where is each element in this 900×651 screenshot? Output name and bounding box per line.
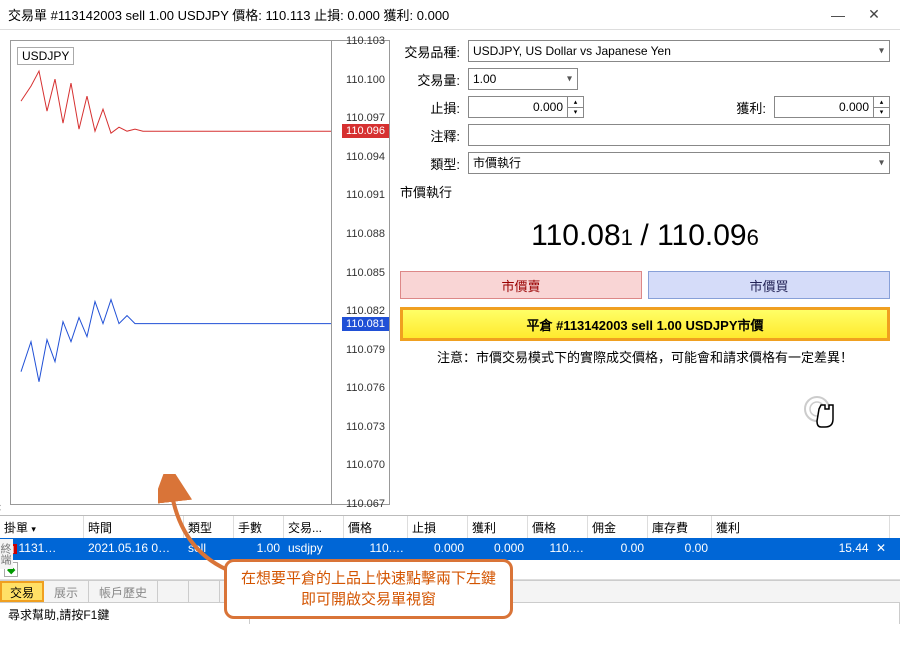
tp-spinner[interactable]: ▴▾ — [874, 96, 890, 118]
chart-blue-series — [21, 300, 331, 382]
minimize-button[interactable]: — — [820, 7, 856, 23]
col-header[interactable]: 手數 — [234, 516, 284, 538]
col-header[interactable]: 價格 — [528, 516, 588, 538]
sl-input[interactable] — [468, 96, 568, 118]
tp-input[interactable] — [774, 96, 874, 118]
terminal-tab-label[interactable]: 終端 — [0, 539, 13, 569]
chart-red-series — [21, 71, 331, 133]
tab[interactable]: 交易 — [0, 581, 44, 602]
axis-tick: 110.100 — [346, 74, 385, 86]
market-sell-button[interactable]: 市價賣 — [400, 271, 642, 299]
sl-label: 止損: — [400, 98, 468, 117]
comment-input[interactable] — [468, 124, 890, 146]
col-header[interactable]: 時間 — [84, 516, 184, 538]
comment-label: 注釋: — [400, 126, 468, 145]
axis-tick: 110.070 — [346, 459, 385, 471]
price-display: 110.081 / 110.096 — [400, 219, 890, 253]
col-header[interactable]: 掛單 ▾ — [0, 516, 84, 538]
tab[interactable] — [189, 581, 220, 602]
cell: usdjpy — [284, 538, 344, 560]
col-header[interactable]: 獲利 — [712, 516, 890, 538]
tab[interactable]: 展示 — [44, 581, 89, 602]
cell: 1.00 — [234, 538, 284, 560]
tooltip-callout: 在想要平倉的上品上快速點擊兩下左鍵 即可開啟交易單視窗 — [224, 559, 513, 619]
ask-price-tag: 110.096 — [342, 124, 389, 138]
axis-tick: 110.082 — [346, 305, 385, 317]
qty-select[interactable]: 1.00 — [468, 68, 578, 90]
table-header: 掛單 ▾時間類型手數交易...價格止損獲利價格佣金庫存費獲利 — [0, 516, 900, 538]
order-form: 交易品種: USDJPY, US Dollar vs Japanese Yen … — [400, 40, 890, 505]
col-header[interactable]: 獲利 — [468, 516, 528, 538]
chart-plot — [11, 41, 331, 504]
cell: 0.00 — [588, 538, 648, 560]
tp-label: 獲利: — [724, 98, 774, 117]
axis-tick: 110.076 — [346, 382, 385, 394]
type-label: 類型: — [400, 154, 468, 173]
price-chart: USDJPY 110.103110.100110.097110.094110.0… — [10, 40, 390, 505]
axis-tick: 110.079 — [346, 344, 385, 356]
close-position-button[interactable]: 平倉 #113142003 sell 1.00 USDJPY市價 — [400, 307, 890, 341]
symbol-label: 交易品種: — [400, 42, 468, 61]
panel-close-icon[interactable]: × — [0, 500, 2, 515]
market-notice: 注意：市價交易模式下的實際成交價格，可能會和請求價格有一定差異！ — [400, 349, 890, 367]
axis-tick: 110.088 — [346, 228, 385, 240]
market-buy-button[interactable]: 市價買 — [648, 271, 890, 299]
cell: 0.000 — [468, 538, 528, 560]
col-header[interactable]: 交易... — [284, 516, 344, 538]
chart-y-axis: 110.103110.100110.097110.094110.091110.0… — [331, 41, 389, 504]
col-header[interactable]: 止損 — [408, 516, 468, 538]
cell: 0.000 — [408, 538, 468, 560]
col-header[interactable]: 類型 — [184, 516, 234, 538]
window-title: 交易單 #113142003 sell 1.00 USDJPY 價格: 110.… — [8, 5, 820, 24]
cell: 15.44 ✕ — [712, 538, 890, 560]
cell: sell — [184, 538, 234, 560]
axis-tick: 110.094 — [346, 151, 385, 163]
cell: 2021.05.16 0… — [84, 538, 184, 560]
col-header[interactable]: 庫存費 — [648, 516, 712, 538]
title-bar: 交易單 #113142003 sell 1.00 USDJPY 價格: 110.… — [0, 0, 900, 30]
tab[interactable]: 帳戶歷史 — [89, 581, 158, 602]
close-window-button[interactable]: ✕ — [856, 6, 892, 23]
col-header[interactable]: 佣金 — [588, 516, 648, 538]
axis-tick: 110.097 — [346, 112, 385, 124]
cell: 0.00 — [648, 538, 712, 560]
qty-label: 交易量: — [400, 70, 468, 89]
type-select[interactable]: 市價執行 — [468, 152, 890, 174]
axis-tick: 110.073 — [346, 421, 385, 433]
cell: 110.… — [344, 538, 408, 560]
sl-spinner[interactable]: ▴▾ — [568, 96, 584, 118]
exec-section-title: 市價執行 — [400, 182, 890, 201]
axis-tick: 110.103 — [346, 35, 385, 47]
axis-tick: 110.085 — [346, 267, 385, 279]
status-help: 尋求幫助,請按F1鍵 — [0, 603, 250, 624]
symbol-select[interactable]: USDJPY, US Dollar vs Japanese Yen — [468, 40, 890, 62]
col-header[interactable]: 價格 — [344, 516, 408, 538]
axis-tick: 110.091 — [346, 189, 385, 201]
tab[interactable] — [158, 581, 189, 602]
bid-price-tag: 110.081 — [342, 317, 389, 331]
cell: 110.… — [528, 538, 588, 560]
table-row[interactable]: ▣1131…2021.05.16 0…sell1.00usdjpy110.…0.… — [0, 538, 900, 560]
axis-tick: 110.067 — [346, 498, 385, 510]
